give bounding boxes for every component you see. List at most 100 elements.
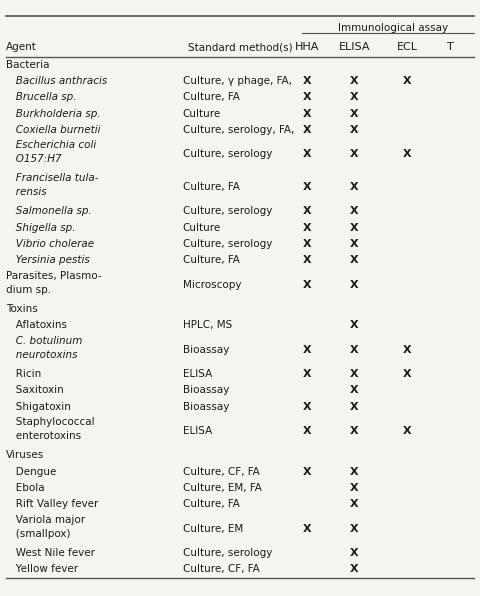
Text: X: X (350, 222, 359, 232)
Text: Staphylococcal: Staphylococcal (6, 417, 95, 427)
Text: X: X (302, 108, 311, 119)
Text: X: X (350, 320, 359, 330)
Text: X: X (302, 239, 311, 249)
Text: Culture, EM, FA: Culture, EM, FA (183, 483, 262, 493)
Text: enterotoxins: enterotoxins (6, 431, 81, 441)
Text: X: X (403, 426, 411, 436)
Text: X: X (350, 92, 359, 103)
Text: X: X (350, 402, 359, 412)
Text: Parasites, Plasmo-: Parasites, Plasmo- (6, 271, 102, 281)
Text: Yellow fever: Yellow fever (6, 564, 78, 575)
Text: HPLC, MS: HPLC, MS (183, 320, 232, 330)
Text: C. botulinum: C. botulinum (6, 336, 83, 346)
Text: X: X (403, 149, 411, 159)
Text: O157:H7: O157:H7 (6, 154, 62, 164)
Text: X: X (350, 239, 359, 249)
Text: Salmonella sp.: Salmonella sp. (6, 206, 92, 216)
Text: Yersinia pestis: Yersinia pestis (6, 255, 90, 265)
Text: Agent: Agent (6, 42, 37, 52)
Text: X: X (403, 76, 411, 86)
Text: X: X (403, 344, 411, 355)
Text: Vibrio cholerae: Vibrio cholerae (6, 239, 94, 249)
Text: X: X (302, 206, 311, 216)
Text: Microscopy: Microscopy (183, 280, 241, 290)
Text: Culture, serology: Culture, serology (183, 206, 272, 216)
Text: X: X (350, 76, 359, 86)
Text: Bioassay: Bioassay (183, 344, 229, 355)
Text: Culture, FA: Culture, FA (183, 499, 240, 510)
Text: X: X (302, 467, 311, 477)
Text: X: X (350, 108, 359, 119)
Text: X: X (350, 483, 359, 493)
Text: neurotoxins: neurotoxins (6, 350, 78, 359)
Text: Toxins: Toxins (6, 304, 38, 314)
Text: dium sp.: dium sp. (6, 284, 51, 294)
Text: T: T (446, 42, 453, 52)
Text: Brucella sp.: Brucella sp. (6, 92, 77, 103)
Text: Dengue: Dengue (6, 467, 57, 477)
Text: Escherichia coli: Escherichia coli (6, 141, 96, 150)
Text: Culture, EM: Culture, EM (183, 524, 243, 534)
Text: X: X (403, 369, 411, 379)
Text: X: X (302, 426, 311, 436)
Text: X: X (350, 206, 359, 216)
Text: X: X (302, 92, 311, 103)
Text: X: X (350, 369, 359, 379)
Text: West Nile fever: West Nile fever (6, 548, 95, 558)
Text: Ricin: Ricin (6, 369, 41, 379)
Text: X: X (302, 222, 311, 232)
Text: X: X (350, 524, 359, 534)
Text: X: X (350, 280, 359, 290)
Text: Culture, CF, FA: Culture, CF, FA (183, 467, 260, 477)
Text: X: X (302, 344, 311, 355)
Text: HHA: HHA (295, 42, 319, 52)
Text: X: X (302, 125, 311, 135)
Text: Bacteria: Bacteria (6, 60, 49, 70)
Text: X: X (350, 426, 359, 436)
Text: Burkholderia sp.: Burkholderia sp. (6, 108, 101, 119)
Text: Rift Valley fever: Rift Valley fever (6, 499, 98, 510)
Text: ELISA: ELISA (183, 369, 212, 379)
Text: Bacillus anthracis: Bacillus anthracis (6, 76, 108, 86)
Text: X: X (302, 255, 311, 265)
Text: X: X (350, 548, 359, 558)
Text: Culture, CF, FA: Culture, CF, FA (183, 564, 260, 575)
Text: Culture, FA: Culture, FA (183, 255, 240, 265)
Text: Culture, FA: Culture, FA (183, 182, 240, 192)
Text: Shigella sp.: Shigella sp. (6, 222, 76, 232)
Text: Variola major: Variola major (6, 515, 85, 525)
Text: Coxiella burnetii: Coxiella burnetii (6, 125, 101, 135)
Text: Shigatoxin: Shigatoxin (6, 402, 71, 412)
Text: Saxitoxin: Saxitoxin (6, 386, 64, 395)
Text: Ebola: Ebola (6, 483, 45, 493)
Text: X: X (302, 182, 311, 192)
Text: X: X (302, 76, 311, 86)
Text: Culture, serology: Culture, serology (183, 239, 272, 249)
Text: Bioassay: Bioassay (183, 386, 229, 395)
Text: X: X (302, 369, 311, 379)
Text: Standard method(s): Standard method(s) (188, 42, 292, 52)
Text: X: X (302, 149, 311, 159)
Text: Immunological assay: Immunological assay (337, 23, 448, 33)
Text: Aflatoxins: Aflatoxins (6, 320, 67, 330)
Text: X: X (350, 564, 359, 575)
Text: rensis: rensis (6, 187, 47, 197)
Text: X: X (350, 386, 359, 395)
Text: Culture, serology: Culture, serology (183, 149, 272, 159)
Text: Francisella tula-: Francisella tula- (6, 173, 99, 183)
Text: Culture: Culture (183, 222, 221, 232)
Text: Viruses: Viruses (6, 451, 45, 461)
Text: X: X (302, 280, 311, 290)
Text: ECL: ECL (396, 42, 418, 52)
Text: X: X (302, 402, 311, 412)
Text: (smallpox): (smallpox) (6, 529, 71, 539)
Text: X: X (350, 125, 359, 135)
Text: Culture, serology: Culture, serology (183, 548, 272, 558)
Text: X: X (350, 499, 359, 510)
Text: Culture, γ phage, FA,: Culture, γ phage, FA, (183, 76, 292, 86)
Text: Culture, serology, FA,: Culture, serology, FA, (183, 125, 294, 135)
Text: X: X (350, 344, 359, 355)
Text: X: X (350, 149, 359, 159)
Text: X: X (350, 255, 359, 265)
Text: ELISA: ELISA (183, 426, 212, 436)
